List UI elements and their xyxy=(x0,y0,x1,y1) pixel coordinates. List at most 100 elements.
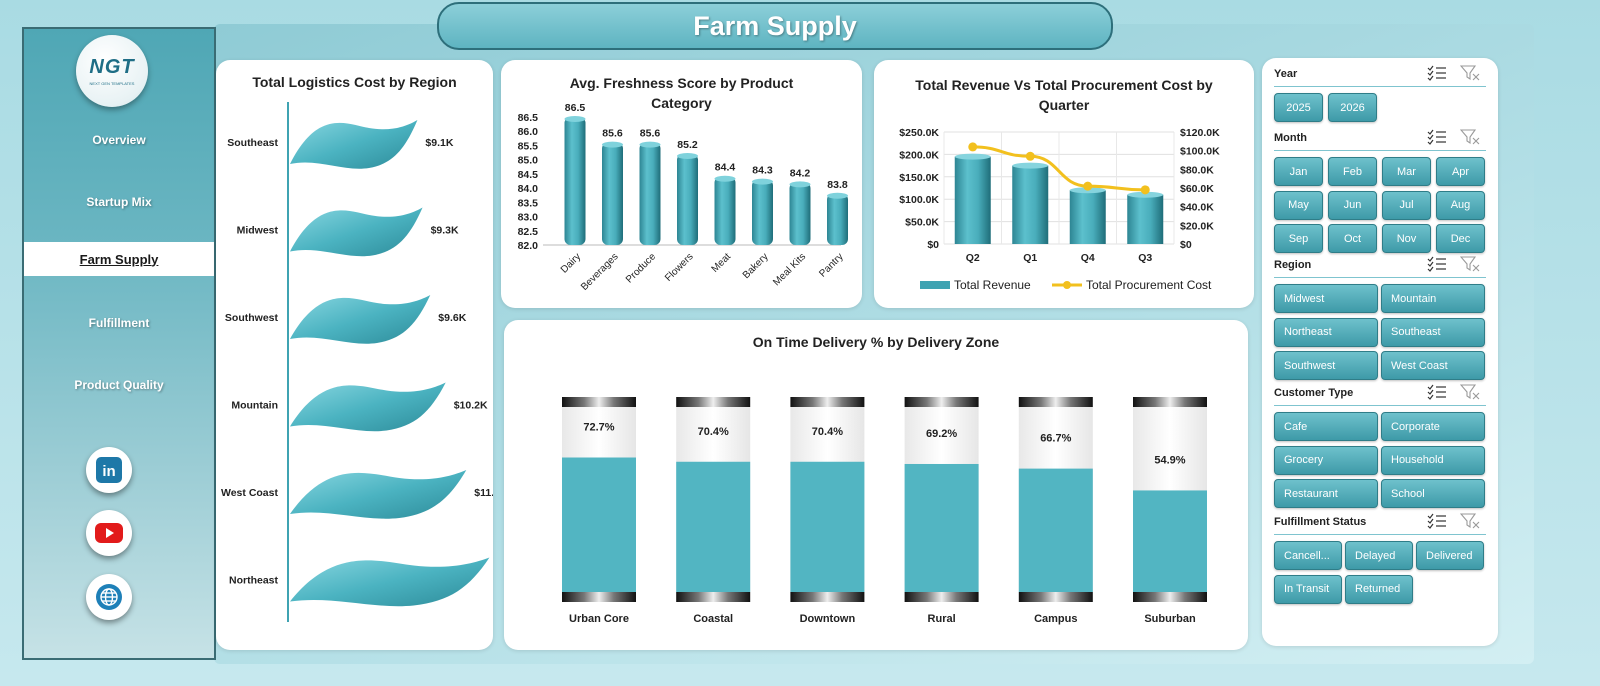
year-clear-filter-icon[interactable] xyxy=(1459,65,1480,81)
delivery-data-label: 70.4% xyxy=(698,426,729,438)
revenue-bar xyxy=(1127,194,1164,244)
month-slicer-label: Month xyxy=(1274,132,1307,144)
fulfillment-status-option[interactable]: Cancell... xyxy=(1274,541,1342,570)
month-option[interactable]: Sep xyxy=(1274,224,1323,253)
freshness-ytick: 84.0 xyxy=(518,183,539,195)
delivery-category-label: Downtown xyxy=(800,613,856,625)
month-option[interactable]: Nov xyxy=(1382,224,1431,253)
nav-startup-mix[interactable]: Startup Mix xyxy=(86,195,152,209)
filter-panel: Year 2025 2026 Month Jan Feb Mar Apr May Jun Jul Au… xyxy=(1262,58,1498,646)
logistics-cost-chart: Southeast $9.1K Midwest $9.3K Southwest $9.6K… xyxy=(221,102,493,622)
revenue-ytick-left: $50.0K xyxy=(905,217,939,229)
logistics-bar xyxy=(290,120,418,169)
customer_type-multiselect-icon[interactable] xyxy=(1427,384,1447,400)
region-option[interactable]: Northeast xyxy=(1274,317,1378,347)
month-option[interactable]: Oct xyxy=(1328,224,1377,253)
month-option[interactable]: May xyxy=(1274,190,1323,220)
logistics-data-label: $9.6K xyxy=(438,312,466,324)
customer-type-option[interactable]: Restaurant xyxy=(1274,479,1378,508)
customer-type-option[interactable]: Corporate xyxy=(1381,412,1485,441)
freshness-category-label: Meal Kits xyxy=(771,251,808,288)
nav-overview[interactable]: Overview xyxy=(92,133,146,147)
customer-type-option[interactable]: Household xyxy=(1381,445,1485,475)
globe-icon[interactable] xyxy=(86,574,132,620)
freshness-bar-top xyxy=(639,141,661,148)
revenue-ytick-right: $20.0K xyxy=(1180,220,1214,232)
region-option[interactable]: Midwest xyxy=(1274,284,1378,313)
region-option[interactable]: Southwest xyxy=(1274,351,1378,380)
year-multiselect-icon[interactable] xyxy=(1427,65,1447,81)
sidebar: NGT NEXT GEN TEMPLATES Overview Startup … xyxy=(22,27,216,660)
month-option[interactable]: Jul xyxy=(1382,190,1431,220)
revenue-ytick-right: $60.0K xyxy=(1180,183,1214,195)
region-option[interactable]: Southeast xyxy=(1381,317,1485,347)
revenue-title: Total Revenue Vs Total Procurement Cost … xyxy=(915,77,1213,113)
freshness-data-label: 84.4 xyxy=(715,162,736,174)
region-option[interactable]: West Coast xyxy=(1381,351,1485,380)
revenue-ytick-right: $80.0K xyxy=(1180,164,1214,176)
freshness-title: Avg. Freshness Score by Product Category xyxy=(569,75,794,111)
revenue-bar xyxy=(954,156,991,244)
freshness-bar-top xyxy=(789,181,811,188)
logo-text: NGT xyxy=(89,56,135,78)
fulfillment-status-option[interactable]: Delayed xyxy=(1345,541,1413,570)
month-option[interactable]: Feb xyxy=(1328,157,1377,186)
region-slicer-divider xyxy=(1274,277,1486,278)
delivery-cap-bottom xyxy=(1018,592,1093,602)
delivery-cap-bottom xyxy=(904,592,979,602)
freshness-bar-top xyxy=(677,152,698,159)
fulfillment-status-option[interactable]: Returned xyxy=(1345,574,1413,604)
fulfillment_status-multiselect-icon[interactable] xyxy=(1427,513,1447,529)
month-multiselect-icon[interactable] xyxy=(1427,129,1447,145)
fulfillment-status-option[interactable]: In Transit xyxy=(1274,574,1342,604)
region-clear-filter-icon[interactable] xyxy=(1459,256,1480,272)
region-multiselect-icon[interactable] xyxy=(1427,256,1447,272)
ngt-logo: NGT NEXT GEN TEMPLATES xyxy=(76,35,148,107)
region-option[interactable]: Mountain xyxy=(1381,284,1485,313)
nav-farm-supply[interactable]: Farm Supply xyxy=(24,242,214,276)
legend-cost-marker xyxy=(1063,281,1071,289)
freshness-data-label: 83.8 xyxy=(827,179,848,191)
freshness-ytick: 85.0 xyxy=(518,155,539,167)
procurement-cost-line xyxy=(972,145,1146,192)
delivery-cap-bottom xyxy=(1133,592,1207,602)
month-option[interactable]: Mar xyxy=(1382,157,1431,186)
year-option[interactable]: 2026 xyxy=(1328,93,1377,122)
month-clear-filter-icon[interactable] xyxy=(1459,129,1480,145)
delivery-data-label: 72.7% xyxy=(583,422,614,434)
youtube-icon[interactable] xyxy=(86,510,132,556)
delivery-data-label: 66.7% xyxy=(1040,433,1071,445)
revenue-ytick-left: $100.0K xyxy=(899,194,939,206)
customer-type-option[interactable]: School xyxy=(1381,479,1485,508)
nav-fulfillment[interactable]: Fulfillment xyxy=(88,316,150,330)
logistics-category-label: Southeast xyxy=(227,137,278,149)
freshness-category-label: Beverages xyxy=(579,251,621,293)
delivery-fill xyxy=(1133,490,1207,592)
logistics-category-label: Northeast xyxy=(229,575,279,587)
freshness-data-label: 85.2 xyxy=(677,139,698,151)
delivery-data-label: 69.2% xyxy=(926,428,957,440)
customer_type-clear-filter-icon[interactable] xyxy=(1459,384,1480,400)
month-option[interactable]: Apr xyxy=(1436,157,1485,186)
logistics-data-label: $9.1K xyxy=(425,137,453,149)
fulfillment-status-option[interactable]: Delivered xyxy=(1416,541,1484,570)
month-option[interactable]: Jun xyxy=(1328,190,1377,220)
logistics-data-label: $9.3K xyxy=(431,225,459,237)
nav-product-quality[interactable]: Product Quality xyxy=(74,378,164,392)
month-option[interactable]: Dec xyxy=(1436,224,1485,253)
year-option[interactable]: 2025 xyxy=(1274,93,1323,122)
revenue-bar-top xyxy=(1127,191,1164,198)
month-option[interactable]: Jan xyxy=(1274,157,1323,186)
fulfillment_status-clear-filter-icon[interactable] xyxy=(1459,513,1480,529)
delivery-cap-top xyxy=(904,397,979,407)
delivery-category-label: Suburban xyxy=(1144,613,1196,625)
freshness-data-label: 85.6 xyxy=(602,128,623,140)
customer-type-option[interactable]: Cafe xyxy=(1274,412,1378,441)
customer-type-option[interactable]: Grocery xyxy=(1274,445,1378,475)
revenue-category-label: Q2 xyxy=(966,252,980,264)
freshness-bar xyxy=(714,176,736,245)
logo-subtext: NEXT GEN TEMPLATES xyxy=(89,81,135,86)
freshness-chart: 86.5 86.0 85.5 85.0 84.5 84.0 83.5 83.0 82.5 82.0… xyxy=(518,102,848,293)
month-option[interactable]: Aug xyxy=(1436,190,1485,220)
linkedin-icon[interactable]: in xyxy=(86,447,132,493)
